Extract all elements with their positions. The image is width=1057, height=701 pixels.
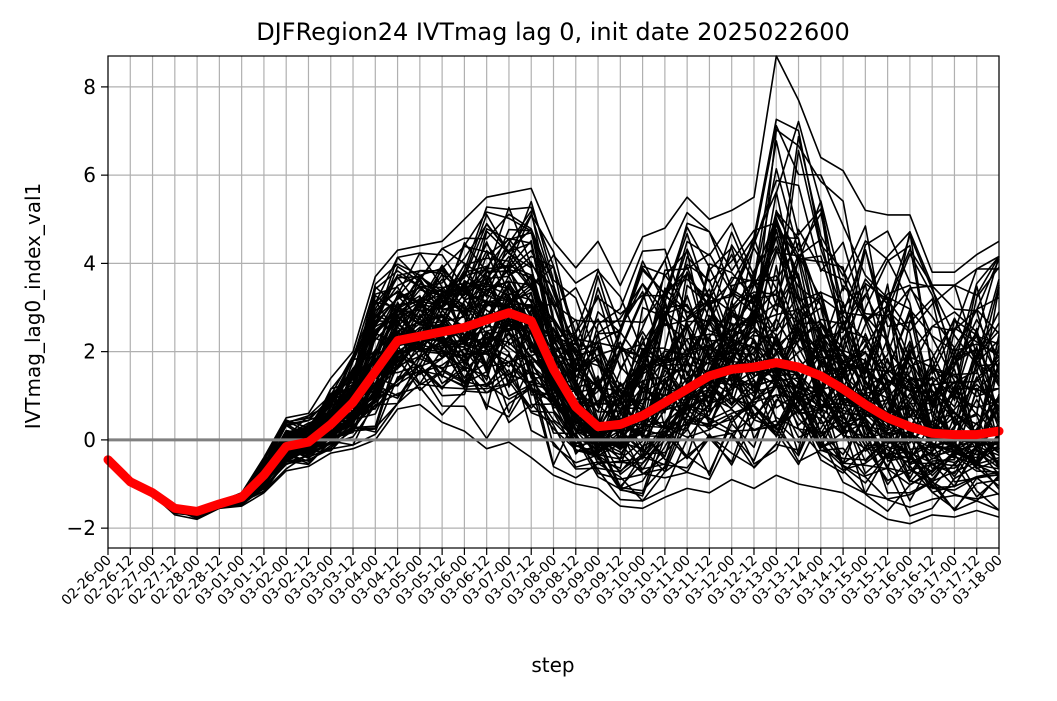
x-axis-label: step: [531, 653, 574, 677]
y-tick-label: 6: [83, 163, 96, 187]
chart-title: DJFRegion24 IVTmag lag 0, init date 2025…: [256, 18, 850, 46]
member-line: [107, 55, 1000, 510]
member-line: [107, 316, 1000, 514]
y-tick-label: 4: [83, 251, 96, 275]
member-line: [107, 168, 1000, 512]
y-tick-label: 0: [83, 428, 96, 452]
y-tick-label: 2: [83, 340, 96, 364]
member-line: [107, 298, 1000, 514]
y-axis-ticks: −2 0 2 4 6 8: [67, 75, 108, 540]
y-tick-label: −2: [67, 516, 96, 540]
y-axis-label: IVTmag_lag0_index_val1: [21, 183, 45, 430]
y-tick-label: 8: [83, 75, 96, 99]
ensemble-mean-series: [103, 308, 1004, 516]
ensemble-mean-line: [103, 308, 1004, 516]
member-line: [107, 135, 1000, 511]
member-line: [107, 403, 1000, 525]
